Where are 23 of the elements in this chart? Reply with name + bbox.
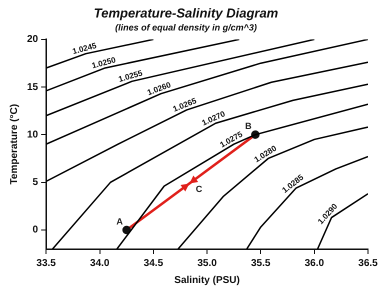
- chart-title: Temperature-Salinity Diagram: [94, 5, 279, 20]
- y-tick-label: 0: [32, 224, 39, 236]
- x-tick-label: 36.5: [358, 258, 378, 269]
- text: 1.0260: [146, 80, 173, 98]
- y-tick-label: 20: [27, 34, 39, 46]
- x-tick-label: 34.5: [144, 258, 164, 269]
- text: 1.0255: [118, 68, 144, 84]
- y-tick-label: 10: [27, 129, 39, 140]
- x-tick-label: 35.5: [250, 258, 271, 269]
- annotation: A: [116, 216, 124, 226]
- y-tick-label: 5: [32, 177, 39, 188]
- x-tick-label: 34.0: [90, 258, 110, 269]
- text: 1.0250: [90, 55, 118, 70]
- text: 1.0245: [71, 40, 98, 56]
- x-tick-label: 36.0: [304, 258, 325, 269]
- chart-subtitle: (lines of equal density in g/cm^3): [115, 22, 257, 32]
- annotation: B: [245, 121, 252, 132]
- x-axis-title: Salinity (PSU): [174, 274, 240, 286]
- annotation: C: [196, 184, 203, 194]
- y-tick-label: 15: [27, 82, 39, 93]
- x-tick-label: 35.0: [197, 258, 218, 269]
- y-axis-title: Temperature (°C): [8, 104, 20, 184]
- x-tick-label: 33.5: [36, 258, 56, 269]
